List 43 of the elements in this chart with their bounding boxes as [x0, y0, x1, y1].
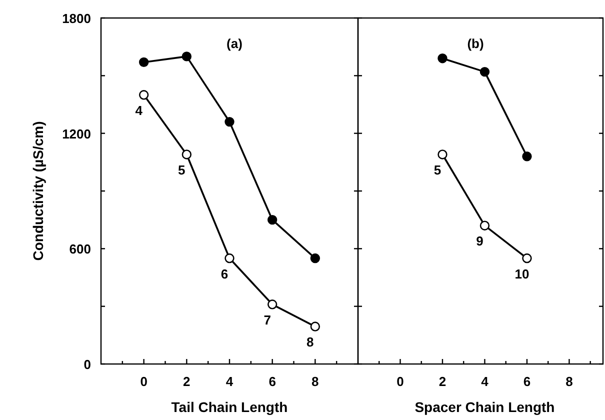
point [182, 52, 192, 62]
x-tick-label: 6 [523, 374, 531, 389]
point [138, 90, 149, 100]
y-tick-label: 1200 [62, 126, 91, 142]
annotation: 5 [434, 162, 442, 178]
x-tick-label: 6 [268, 374, 276, 389]
x-axis-title: Tail Chain Length [171, 399, 288, 415]
annotation: 5 [178, 162, 186, 178]
point [522, 152, 532, 162]
x-axis-title: Spacer Chain Length [414, 399, 555, 415]
point [182, 150, 192, 160]
annotation: 8 [306, 334, 314, 350]
annotation: 10 [514, 266, 530, 282]
y-axis-title: Conductivity (µS/cm) [30, 121, 46, 261]
x-tick-label: 4 [481, 374, 490, 389]
annotation: 4 [135, 102, 144, 118]
x-tick-label: 0 [396, 374, 404, 389]
point [310, 253, 320, 264]
text: (a) [226, 36, 242, 51]
point [438, 150, 448, 160]
annotation: 7 [264, 312, 271, 328]
point [224, 253, 234, 264]
point [522, 253, 532, 264]
point [138, 57, 149, 68]
point [438, 54, 448, 64]
annotation: 6 [220, 266, 228, 282]
y-tick-label: 1800 [62, 11, 91, 26]
text: (b) [467, 36, 484, 51]
point [480, 66, 490, 77]
x-tick-label: 2 [183, 374, 190, 389]
point [224, 116, 234, 127]
point [267, 214, 278, 225]
annotation: 9 [476, 234, 484, 249]
x-tick-label: 8 [312, 374, 319, 389]
point [310, 322, 320, 332]
y-tick-label: 0 [84, 357, 91, 372]
y-tick-label: 600 [69, 242, 91, 257]
x-tick-label: 0 [140, 374, 148, 389]
point [267, 300, 278, 310]
x-tick-label: 4 [226, 374, 234, 389]
point [480, 220, 490, 230]
x-tick-label: 8 [566, 374, 573, 389]
x-tick-label: 2 [438, 374, 446, 389]
